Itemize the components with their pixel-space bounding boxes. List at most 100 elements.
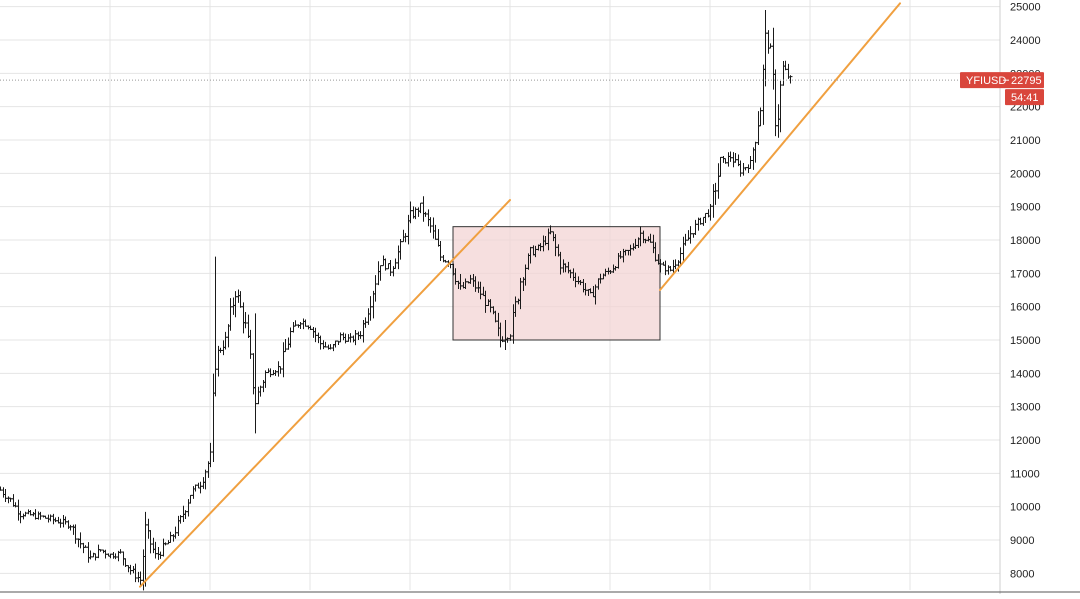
candle [21,513,26,520]
y-tick-label: 12000 [1010,435,1041,447]
candle [96,544,101,559]
candle [721,156,726,163]
candle [118,549,123,554]
candle [46,514,51,523]
candle [126,565,131,573]
candle [283,339,288,353]
candle [53,517,58,523]
candle [341,332,346,341]
candle [733,153,738,163]
y-tick-label: 24000 [1010,35,1041,47]
candle [428,217,433,233]
candle [386,263,391,270]
candle [68,524,73,531]
candle [333,340,338,348]
candle [731,152,736,168]
candle [438,240,443,261]
candle [311,327,316,338]
candle [711,184,716,218]
candle [426,209,431,227]
candle [16,499,21,521]
symbol-label: YFIUSD [966,75,1006,87]
candle [111,551,116,559]
candle [188,494,193,504]
y-tick-label: 14000 [1010,368,1041,380]
candle [63,516,68,525]
y-tick-label: 16000 [1010,302,1041,314]
candle [353,329,358,346]
candle [716,163,721,199]
candle [243,311,248,329]
candle [751,147,756,170]
candle [161,538,166,557]
candle [728,151,733,162]
y-tick-label: 10000 [1010,502,1041,514]
candle [701,216,706,226]
candle [61,515,66,528]
candle [238,291,243,308]
y-tick-label: 8000 [1010,568,1034,580]
price-badges: YFIUSD 22795 54:41 [0,72,1044,106]
candle [148,530,153,554]
candle [233,291,238,318]
candle [726,152,731,167]
candle [738,160,743,177]
y-tick-label: 25000 [1010,2,1041,14]
candle [3,488,8,502]
candle [146,518,151,539]
candle [373,275,378,302]
candle [436,229,441,247]
candle [268,368,273,378]
candle [408,201,413,224]
candle [23,511,28,517]
candle [368,296,373,321]
candle [71,524,76,535]
candle [256,386,261,405]
candle [203,469,208,490]
candle [201,477,206,489]
candle [291,321,296,333]
candle [261,379,266,393]
candle [703,212,708,223]
candle [198,481,203,494]
candle [393,258,398,269]
candle [278,366,283,374]
candle [11,494,16,507]
candle [381,255,386,267]
candle [86,542,91,563]
y-tick-label: 20000 [1010,168,1041,180]
candle [288,327,293,348]
candle [51,513,56,525]
candle [176,515,181,537]
candle [301,318,306,330]
trendline [139,199,511,588]
y-tick-label: 21000 [1010,135,1041,147]
candle [36,511,41,520]
candle [236,289,241,303]
candle [753,141,758,163]
candle [328,344,333,350]
candle [343,333,348,344]
candle [271,370,276,376]
y-tick-label: 19000 [1010,202,1041,214]
candle [418,202,423,214]
candle [168,531,173,544]
candle [673,259,678,270]
candle [348,333,353,343]
candle [281,342,286,378]
candle [113,553,118,560]
candle [431,217,436,239]
candle [318,335,323,350]
candle [196,482,201,489]
candle [286,337,291,350]
candle [416,207,421,217]
candle [433,224,438,240]
candle [6,496,11,504]
candle [351,335,356,343]
y-tick-label: 17000 [1010,268,1041,280]
candle [73,524,78,544]
grid [0,0,1000,590]
candle [326,344,331,350]
candle [223,331,228,350]
